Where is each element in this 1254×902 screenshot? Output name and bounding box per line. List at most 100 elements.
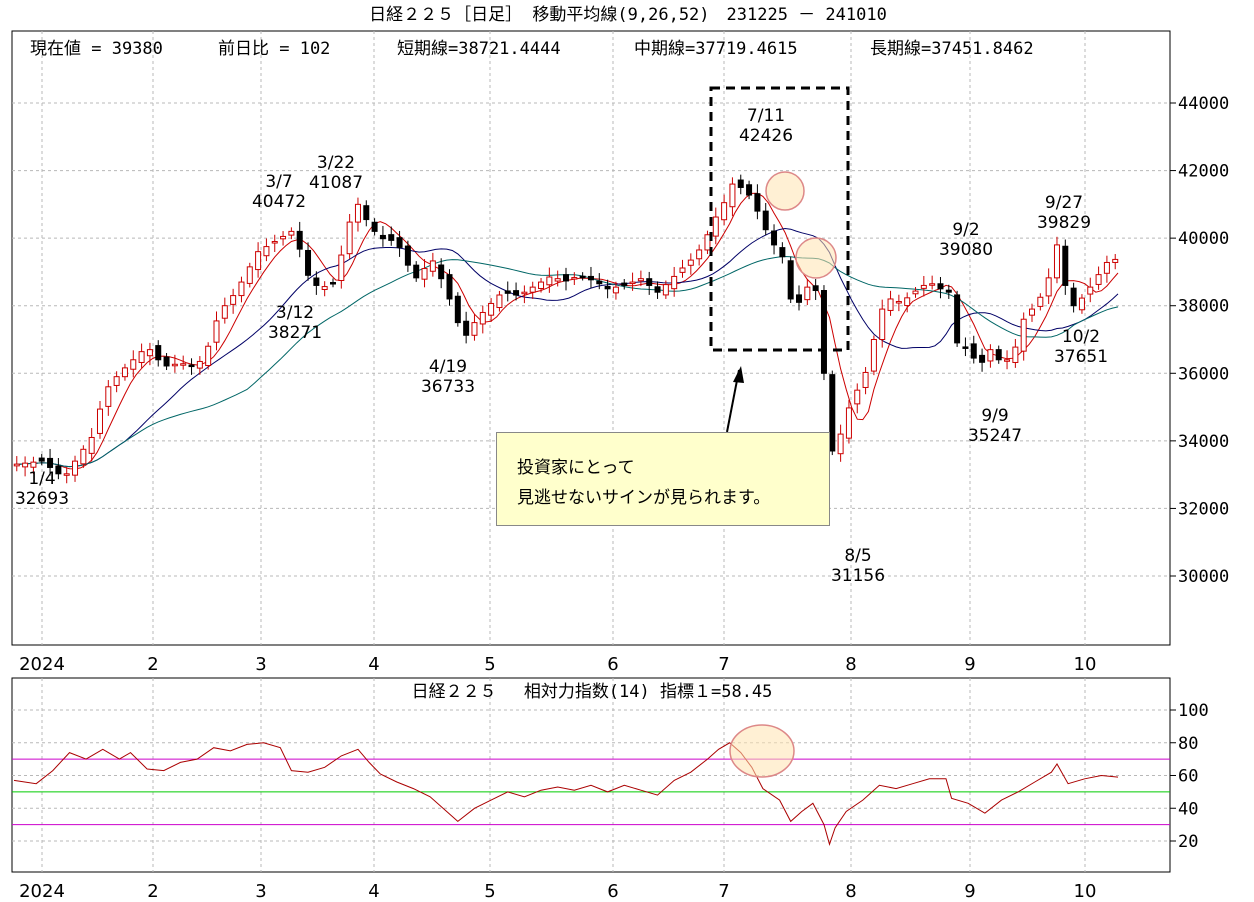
candle-body — [1045, 277, 1052, 297]
rsi-x-tick-label: 5 — [484, 881, 495, 902]
candle-body — [404, 245, 411, 266]
candle-body — [637, 278, 644, 282]
main-chart-title: 日経２２５［日足］ 移動平均線(9,26,52) 231225 － 241010 — [369, 5, 887, 25]
annotation-date: 3/12 — [276, 303, 314, 323]
candle-body — [313, 277, 320, 286]
candle-body — [246, 266, 253, 284]
rsi-grid — [12, 678, 1170, 872]
candle-body — [188, 364, 195, 368]
rsi-chart-title: 日経２２５ 相対力指数(14) 指標１=58.45 — [412, 682, 773, 702]
candle-body — [88, 436, 95, 454]
main-x-tick-label: 2 — [147, 654, 158, 675]
candle-body — [762, 210, 769, 231]
candle-body — [970, 343, 977, 359]
candle-body — [13, 463, 20, 467]
rsi-highlight-circle — [729, 724, 795, 778]
main-x-tick-label: 10 — [1074, 654, 1097, 675]
candle-body — [729, 183, 736, 208]
candle-body — [421, 268, 428, 280]
candle-body — [180, 363, 187, 366]
candle-body — [138, 351, 145, 363]
candle-body — [629, 281, 636, 285]
candle-body — [696, 249, 703, 260]
candle-body — [1070, 287, 1077, 307]
candle-body — [496, 294, 503, 309]
rsi-x-tick-label: 6 — [607, 881, 618, 902]
annotation-date: 9/27 — [1045, 193, 1083, 213]
candle-body — [812, 285, 819, 292]
annotation-date: 9/9 — [981, 406, 1008, 426]
annotation-value: 39829 — [1037, 213, 1091, 233]
info-current-price: 現在値 = 39380 — [30, 39, 163, 59]
candle-body — [579, 275, 586, 279]
candle-body — [96, 408, 103, 434]
rsi-x-tick-label: 4 — [368, 881, 379, 902]
rsi-x-tick-label: 2024 — [19, 881, 65, 902]
candle-body — [280, 235, 287, 240]
main-x-tick-label: 4 — [368, 654, 379, 675]
rsi-x-tick-label: 2 — [147, 881, 158, 902]
candle-body — [446, 274, 453, 300]
rsi-y-tick-label: 20 — [1178, 832, 1198, 852]
candle-body — [920, 284, 927, 289]
candle-body — [130, 359, 137, 370]
candle-body — [429, 260, 436, 272]
candle-body — [721, 202, 728, 221]
main-x-tick-label: 3 — [255, 654, 266, 675]
candle-body — [504, 290, 511, 294]
candle-body — [962, 346, 969, 349]
info-mid-ma: 中期線=37719.4615 — [634, 39, 798, 59]
main-grid — [12, 31, 1170, 645]
candle-body — [30, 461, 37, 468]
ma-line-26 — [13, 227, 1119, 468]
candle-body — [687, 259, 694, 266]
candle-body — [321, 286, 328, 290]
candle-body — [995, 349, 1002, 361]
candle-body — [1095, 274, 1102, 285]
candle-body — [305, 249, 312, 276]
candle-body — [854, 389, 861, 405]
candle-body — [288, 230, 295, 236]
highlight-circle-2 — [795, 237, 837, 279]
callout-line-1: 投資家にとって — [517, 458, 635, 478]
candle-body — [820, 290, 827, 374]
candle-body — [488, 302, 495, 316]
main-x-axis: 2024 2 3 4 5 6 7 8 9 10 — [19, 654, 1096, 675]
annotation-value: 42426 — [739, 126, 793, 146]
annotation-value: 41087 — [309, 173, 363, 193]
candle-body — [945, 289, 952, 293]
annotation-value: 36733 — [421, 377, 475, 397]
candle-body — [870, 339, 877, 372]
candle-body — [804, 286, 811, 301]
main-y-tick-label: 40000 — [1178, 229, 1229, 249]
candle-body — [621, 282, 628, 286]
candle-body — [454, 295, 461, 324]
annotation-value: 40472 — [252, 192, 306, 212]
candle-body — [471, 322, 478, 336]
candle-body — [271, 241, 278, 244]
rsi-x-tick-label: 7 — [718, 881, 729, 902]
candle-body — [363, 205, 370, 221]
candle-body — [612, 286, 619, 294]
candle-body — [47, 457, 54, 468]
candle-body — [371, 221, 378, 232]
candle-body — [338, 254, 345, 281]
candle-body — [937, 283, 944, 290]
candle-body — [22, 462, 29, 468]
rsi-y-axis: 20 40 60 80 100 — [1170, 701, 1209, 852]
annotation-date: 1/4 — [28, 469, 55, 489]
main-y-tick-label: 38000 — [1178, 297, 1229, 317]
annotation-value: 39080 — [939, 240, 993, 260]
main-y-tick-label: 30000 — [1178, 567, 1229, 587]
candle-body — [413, 264, 420, 279]
candle-body — [904, 297, 911, 307]
candle-body — [746, 184, 753, 196]
candle-body — [438, 264, 445, 280]
rsi-x-axis: 2024 2 3 4 5 6 7 8 9 10 — [19, 881, 1096, 902]
rsi-x-tick-label: 8 — [845, 881, 856, 902]
candle-body — [55, 465, 62, 475]
candle-body — [646, 278, 653, 286]
candle-body — [587, 275, 594, 281]
candle-body — [704, 234, 711, 251]
